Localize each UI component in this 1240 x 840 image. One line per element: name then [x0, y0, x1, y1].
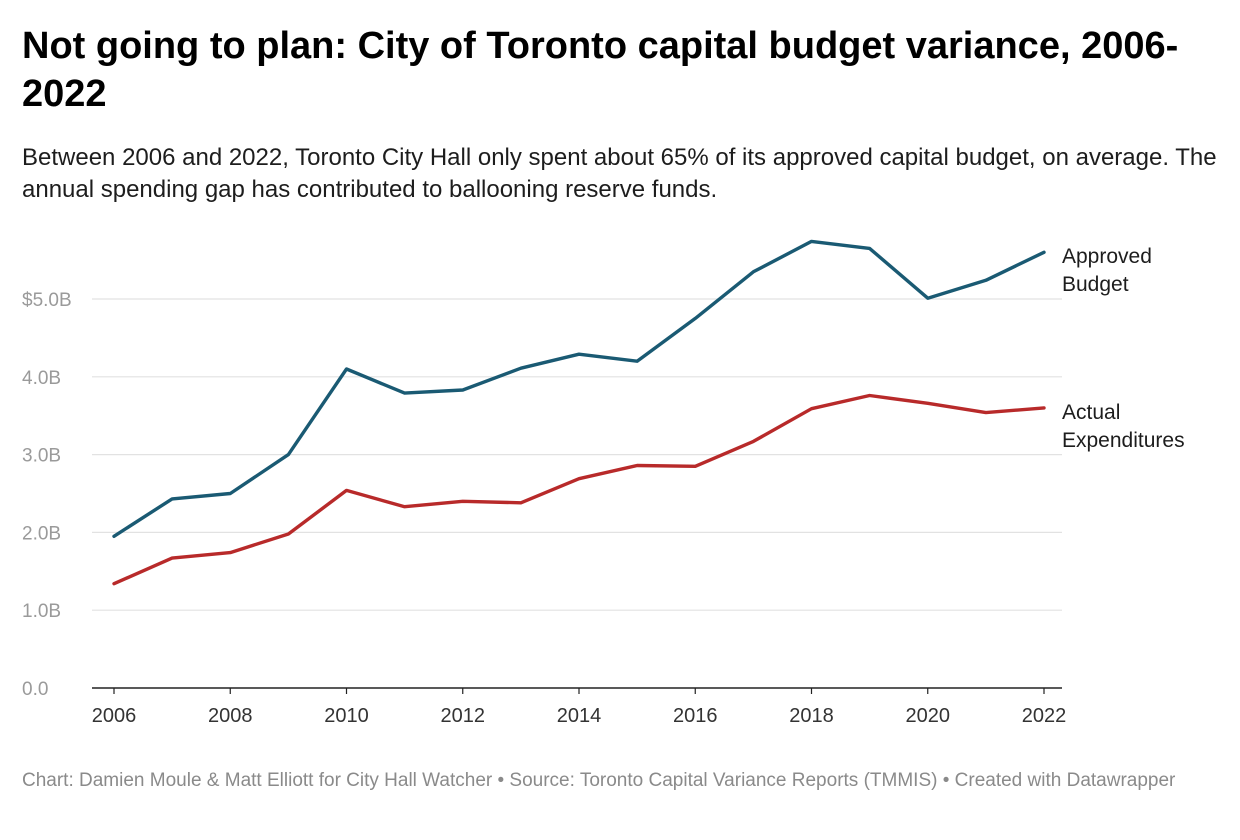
- series-label-line: Expenditures: [1062, 429, 1185, 452]
- x-tick-label: 2012: [441, 705, 486, 727]
- x-tick-label: 2020: [906, 705, 951, 727]
- grid-lines: [92, 298, 1062, 611]
- y-tick-label: 2.0B: [22, 523, 61, 544]
- series-labels: Approved Budget Actual Expenditures: [1062, 245, 1185, 452]
- x-axis: 2006 2008 2010 2012 2014 2016 2018 2020 2022: [92, 687, 1067, 727]
- x-tick-label: 2014: [557, 705, 602, 727]
- y-axis-labels: 0.0 1.0B 2.0B 3.0B 4.0B $5.0B: [22, 290, 72, 700]
- y-tick-label: 4.0B: [22, 368, 61, 389]
- series-label-line: Actual: [1062, 401, 1120, 424]
- x-tick-label: 2008: [208, 705, 253, 727]
- y-tick-label: $5.0B: [22, 290, 72, 311]
- approved-budget-label: Approved Budget: [1062, 245, 1152, 296]
- x-tick-label: 2018: [789, 705, 834, 727]
- chart-subtitle: Between 2006 and 2022, Toronto City Hall…: [22, 144, 1217, 203]
- x-tick-label: 2022: [1022, 705, 1067, 727]
- chart-title: Not going to plan: City of Toronto capit…: [22, 25, 1179, 115]
- line-chart: 0.0 1.0B 2.0B 3.0B 4.0B $5.0B 2006 2008 2010 201…: [22, 239, 1185, 727]
- y-tick-label: 0.0: [22, 679, 48, 700]
- approved-budget-line: [112, 239, 1046, 538]
- series-label-line: Approved: [1062, 245, 1152, 268]
- series-lines: [112, 239, 1046, 586]
- x-tick-label: 2006: [92, 705, 137, 727]
- x-tick-label: 2016: [673, 705, 718, 727]
- chart-credit: Chart: Damien Moule & Matt Elliott for C…: [22, 770, 1176, 791]
- series-label-line: Budget: [1062, 273, 1129, 296]
- actual-expenditures-line: [112, 393, 1046, 586]
- y-tick-label: 3.0B: [22, 446, 61, 467]
- x-tick-label: 2010: [324, 705, 369, 727]
- y-tick-label: 1.0B: [22, 601, 61, 622]
- actual-expenditures-label: Actual Expenditures: [1062, 401, 1185, 452]
